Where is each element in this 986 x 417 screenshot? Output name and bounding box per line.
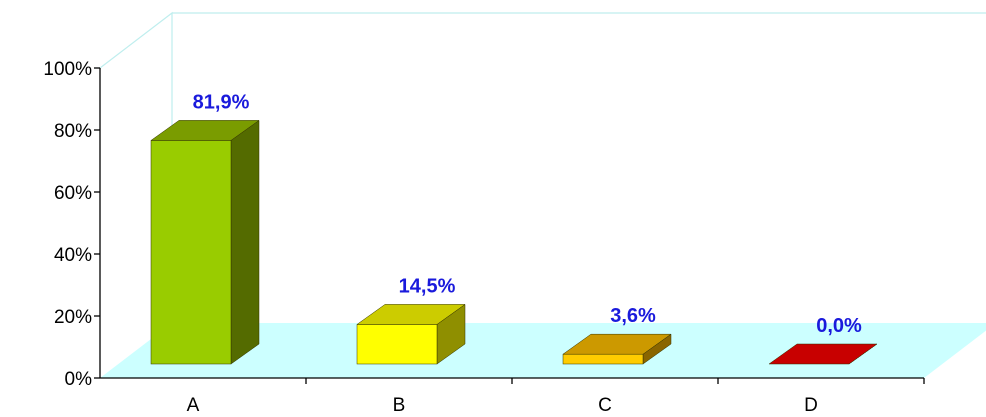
y-tick-label: 40%: [54, 245, 92, 266]
y-tick-label: 0%: [65, 369, 93, 390]
bar-top-face: [768, 343, 878, 365]
y-tick-label: 100%: [43, 59, 92, 80]
data-label-A: 81,9%: [193, 91, 250, 113]
data-label-D: 0,0%: [816, 315, 862, 337]
bar-front-face: [562, 353, 644, 365]
y-tick-label: 60%: [54, 183, 92, 204]
chart-floor: [100, 323, 986, 378]
y-tick-label: 80%: [54, 121, 92, 142]
y-tick-label: 20%: [54, 307, 92, 328]
x-tick-label-C: C: [598, 395, 612, 416]
x-tick-label-D: D: [804, 395, 818, 416]
bar-top-face: [562, 333, 672, 355]
x-tick-label-A: A: [187, 395, 200, 416]
data-label-B: 14,5%: [399, 275, 456, 297]
bar-A: [150, 119, 260, 365]
bar-top-face: [150, 120, 260, 141]
x-tick-label-B: B: [393, 395, 406, 416]
chart-bars: [150, 119, 878, 365]
bar-top-face: [356, 304, 466, 325]
data-label-C: 3,6%: [610, 305, 656, 327]
bar-side-face: [230, 119, 260, 365]
bar-B: [356, 303, 466, 365]
bar-front-face: [150, 140, 232, 365]
bar-D: [768, 343, 878, 365]
bar-C: [562, 333, 672, 365]
chart-axes: [94, 67, 925, 384]
floor-plane: [100, 323, 986, 378]
bar-front-face: [356, 324, 438, 365]
chart-labels: 0% 20% 40% 60% 80% 100% 81,9% A 14,5% B 3,6% C 0,0% D: [43, 59, 862, 416]
